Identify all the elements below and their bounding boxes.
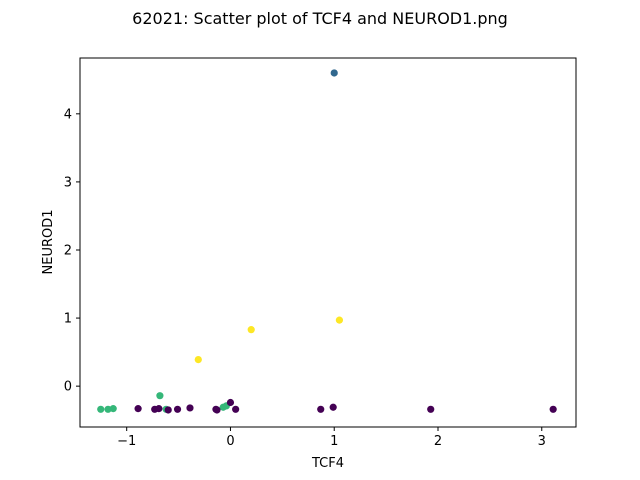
scatter-point [329,403,337,411]
x-tick-label: 3 [538,434,546,449]
y-axis-label: NEUROD1 [41,210,56,275]
scatter-point [226,398,235,407]
x-tick-label: 0 [226,434,234,449]
y-tick-label: 0 [64,380,72,395]
x-tick-label: −1 [117,434,136,449]
scatter-point [186,404,194,412]
scatter-point [155,405,163,413]
scatter-point [427,405,435,413]
scatter-point [194,355,202,364]
x-tick-label: 2 [434,434,442,449]
scatter-point [247,326,255,334]
scatter-point [97,405,105,413]
scatter-point [156,392,164,400]
scatter-point [549,405,557,413]
y-axis-ticks: 0 1 2 3 4 [64,107,80,395]
y-tick-label: 3 [64,175,72,190]
y-tick-label: 1 [64,312,72,327]
x-axis-ticks: −1 0 1 2 3 [117,427,546,449]
scatter-point [164,406,172,414]
scatter-point [330,69,338,77]
plot-area-frame [79,57,577,428]
data-points [97,69,557,414]
y-tick-label: 4 [64,107,72,122]
scatter-point [173,405,182,413]
x-axis-label: TCF4 [311,456,344,471]
scatter-point [134,405,142,413]
scatter-point [335,316,344,324]
scatter-point [109,405,117,413]
scatter-point [213,406,221,414]
scatter-point [317,405,325,413]
x-tick-label: 1 [330,434,338,449]
y-tick-label: 2 [64,243,72,258]
chart-title: 62021: Scatter plot of TCF4 and NEUROD1.… [132,9,508,28]
scatter-point [232,405,240,413]
